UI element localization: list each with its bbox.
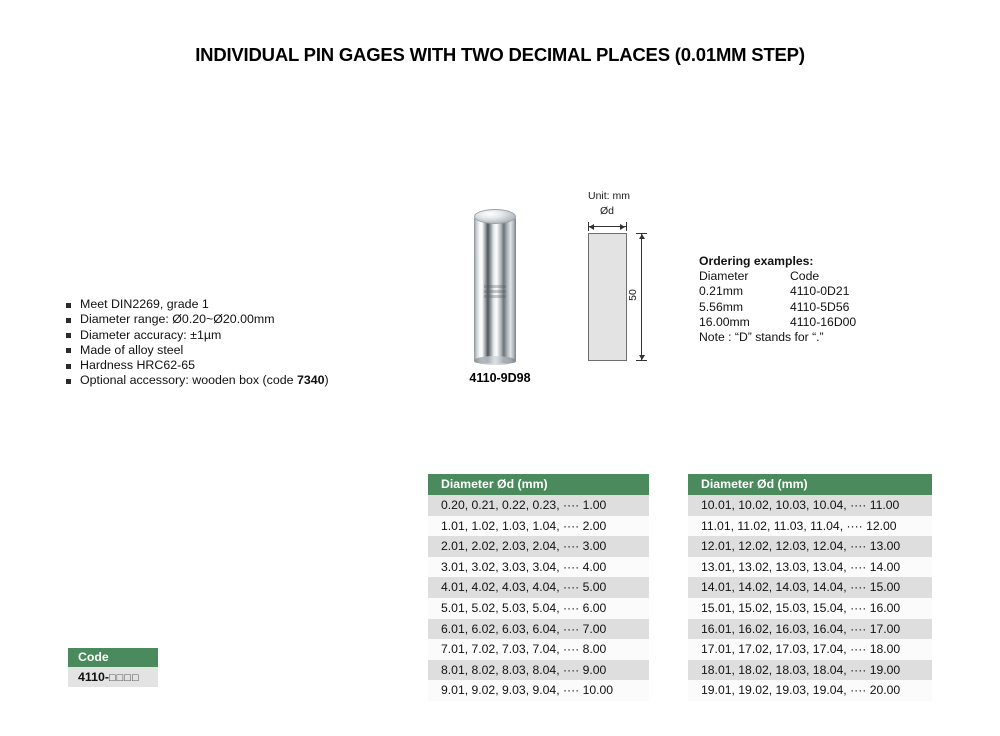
table-row: 6.01, 6.02, 6.03, 6.04, ···· 7.00: [428, 618, 649, 640]
feature-list: Meet DIN2269, grade 1 Diameter range: Ø0…: [66, 297, 329, 389]
code-placeholder-squares: □□□□: [109, 672, 140, 684]
ordering-column-headers: Diameter Code: [699, 269, 856, 284]
code-prefix: 4110-: [78, 670, 110, 684]
table-row: 15.01, 15.02, 15.03, 15.04, ···· 16.00: [688, 597, 932, 619]
ordering-row: 16.00mm 4110-16D00: [699, 315, 856, 330]
table-row: 18.01, 18.02, 18.03, 18.04, ···· 19.00: [688, 659, 932, 681]
table-row: 2.01, 2.02, 2.03, 2.04, ···· 3.00: [428, 536, 649, 557]
table-row: 14.01, 14.02, 14.03, 14.04, ···· 15.00: [688, 577, 932, 598]
pin-bottom-face: [474, 356, 516, 365]
table-row: 16.01, 16.02, 16.03, 16.04, ···· 17.00: [688, 618, 932, 640]
ordering-examples: Ordering examples: Diameter Code 0.21mm 41…: [699, 254, 856, 345]
accessory-prefix: Optional accessory: wooden box (code: [80, 373, 297, 388]
list-item: Meet DIN2269, grade 1: [66, 297, 329, 312]
feature-text: Meet DIN2269, grade 1: [80, 297, 209, 311]
diameter-label: Ød: [600, 205, 615, 217]
ordering-row: 5.56mm 4110-5D56: [699, 300, 856, 315]
table-row: 5.01, 5.02, 5.03, 5.04, ···· 6.00: [428, 597, 649, 619]
table-row: 4.01, 4.02, 4.03, 4.04, ···· 5.00: [428, 577, 649, 598]
ordering-code: 4110-5D56: [790, 299, 850, 314]
code-box: Code 4110-□□□□: [68, 648, 158, 687]
pin-engraving: [484, 283, 506, 301]
feature-text: Diameter range: Ø0.20~Ø20.00mm: [80, 312, 275, 327]
table-row: 19.01, 19.02, 19.03, 19.04, ···· 20.00: [688, 680, 932, 701]
table-row: 1.01, 1.02, 1.03, 1.04, ···· 2.00: [428, 515, 649, 537]
diameter-table-right: Diameter Ød (mm) 10.01, 10.02, 10.03, 10…: [688, 474, 932, 701]
list-item: Diameter range: Ø0.20~Ø20.00mm: [66, 312, 329, 327]
ordering-row: 0.21mm 4110-0D21: [699, 284, 856, 299]
pin-top-face: [474, 209, 516, 224]
feature-text: Hardness HRC62-65: [80, 358, 196, 373]
pin-body: [474, 217, 516, 363]
code-box-header: Code: [68, 648, 158, 667]
ordering-note: Note : “D” stands for “.”: [699, 330, 824, 345]
diameter-dimension-line: [588, 222, 627, 231]
table-row: 0.20, 0.21, 0.22, 0.23, ···· 1.00: [428, 495, 649, 516]
table-row: 3.01, 3.02, 3.03, 3.04, ···· 4.00: [428, 556, 649, 578]
feature-text: Made of alloy steel: [80, 342, 184, 357]
ordering-code: 4110-16D00: [790, 314, 857, 329]
table-row: 8.01, 8.02, 8.03, 8.04, ···· 9.00: [428, 659, 649, 681]
page-title: INDIVIDUAL PIN GAGES WITH TWO DECIMAL PL…: [195, 44, 805, 65]
table-row: 13.01, 13.02, 13.03, 13.04, ···· 14.00: [688, 556, 932, 578]
list-item: Diameter accuracy: ±1µm: [66, 328, 329, 343]
ordering-heading: Ordering examples:: [699, 254, 814, 268]
diameter-table-left: Diameter Ød (mm) 0.20, 0.21, 0.22, 0.23,…: [428, 474, 649, 701]
table-header: Diameter Ød (mm): [688, 474, 932, 495]
table-row: 11.01, 11.02, 11.03, 11.04, ···· 12.00: [688, 515, 932, 537]
technical-drawing: Unit: mm Ød 50: [575, 190, 665, 370]
table-row: 9.01, 9.02, 9.03, 9.04, ···· 10.00: [428, 680, 649, 701]
table-row: 12.01, 12.02, 12.03, 12.04, ···· 13.00: [688, 536, 932, 557]
table-row: 10.01, 10.02, 10.03, 10.04, ···· 11.00: [688, 495, 932, 516]
length-label: 50: [626, 289, 639, 301]
accessory-code: 7340: [296, 373, 325, 388]
code-box-value: 4110-□□□□: [68, 667, 158, 687]
feature-text: Diameter accuracy: ±1µm: [80, 327, 222, 342]
pin-profile-rectangle: [588, 233, 627, 361]
pin-gage-photo: [463, 207, 527, 367]
ordering-diameter: 5.56mm: [699, 299, 744, 314]
list-item-accessory: Optional accessory: wooden box (code 734…: [66, 373, 329, 388]
accessory-suffix: ): [324, 373, 329, 388]
table-header: Diameter Ød (mm): [428, 474, 649, 495]
part-number-label: 4110-9D98: [469, 371, 531, 385]
list-item: Made of alloy steel: [66, 343, 329, 358]
table-row: 17.01, 17.02, 17.03, 17.04, ···· 18.00: [688, 639, 932, 660]
ordering-code: 4110-0D21: [790, 284, 850, 299]
length-dimension-line: 50: [627, 233, 647, 361]
ordering-diameter: 16.00mm: [699, 314, 750, 329]
ordering-col-diameter: Diameter: [699, 269, 749, 284]
unit-label: Unit: mm: [588, 190, 630, 202]
table-row: 7.01, 7.02, 7.03, 7.04, ···· 8.00: [428, 639, 649, 660]
list-item: Hardness HRC62-65: [66, 358, 329, 373]
ordering-diameter: 0.21mm: [699, 284, 744, 299]
ordering-col-code: Code: [790, 269, 820, 284]
